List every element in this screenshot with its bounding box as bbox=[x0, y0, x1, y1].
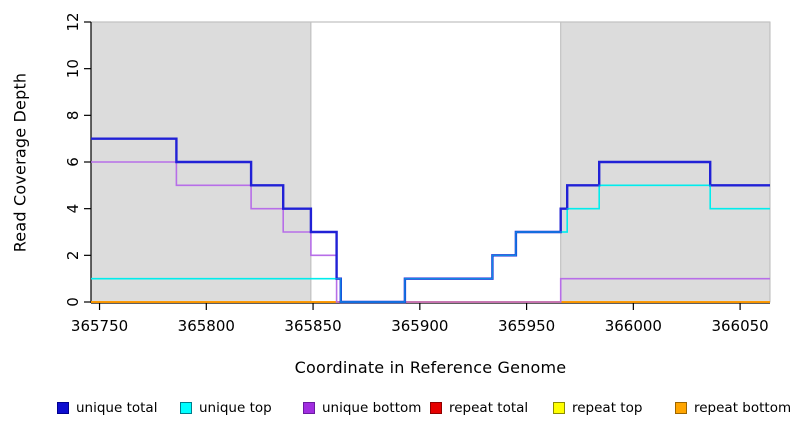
legend-swatch-repeat-bottom bbox=[675, 402, 687, 414]
x-tick-label: 365950 bbox=[498, 317, 555, 335]
series-unique-top-overlay bbox=[91, 184, 770, 303]
y-tick-label: 10 bbox=[64, 59, 82, 78]
legend-label: repeat top bbox=[572, 400, 643, 416]
legend-item-repeat-total: repeat total bbox=[430, 394, 528, 422]
x-tick-label: 365850 bbox=[284, 317, 341, 335]
legend-item-unique-total: unique total bbox=[57, 394, 157, 422]
legend-item-unique-bottom: unique bottom bbox=[303, 394, 421, 422]
legend-swatch-unique-total bbox=[57, 402, 69, 414]
series-unique-bottom-line bbox=[91, 161, 770, 303]
y-tick-label: 0 bbox=[64, 297, 82, 307]
legend-item-repeat-bottom: repeat bottom bbox=[675, 394, 791, 422]
y-tick-label: 12 bbox=[64, 12, 82, 31]
x-tick-label: 365750 bbox=[71, 317, 128, 335]
coverage-chart: 0 2 4 6 8 10 12 365750 365800 365850 365900 365950 3… bbox=[64, 12, 771, 335]
y-tick-label: 2 bbox=[64, 251, 82, 261]
legend-swatch-repeat-top bbox=[553, 402, 565, 414]
x-tick-label: 366000 bbox=[605, 317, 662, 335]
legend-label: unique bottom bbox=[322, 400, 422, 416]
legend-item-unique-top: unique top bbox=[180, 394, 272, 422]
y-axis-title: Read Coverage Depth bbox=[10, 72, 30, 253]
legend: unique total unique top unique bottom repea… bbox=[0, 394, 792, 422]
x-tick-label: 365900 bbox=[391, 317, 448, 335]
legend-swatch-unique-top bbox=[180, 402, 192, 414]
legend-swatch-unique-bottom bbox=[303, 402, 315, 414]
y-tick-label: 8 bbox=[64, 111, 82, 121]
legend-label: repeat bottom bbox=[694, 400, 792, 416]
y-tick-label: 6 bbox=[64, 157, 82, 167]
y-tick-label: 4 bbox=[64, 204, 82, 214]
x-tick-label: 366050 bbox=[711, 317, 768, 335]
legend-swatch-repeat-total bbox=[430, 402, 442, 414]
legend-label: repeat total bbox=[449, 400, 529, 416]
legend-item-repeat-top: repeat top bbox=[553, 394, 642, 422]
x-axis-title: Coordinate in Reference Genome bbox=[294, 358, 567, 377]
legend-label: unique top bbox=[199, 400, 272, 416]
x-tick-label: 365800 bbox=[178, 317, 235, 335]
legend-label: unique total bbox=[76, 400, 158, 416]
